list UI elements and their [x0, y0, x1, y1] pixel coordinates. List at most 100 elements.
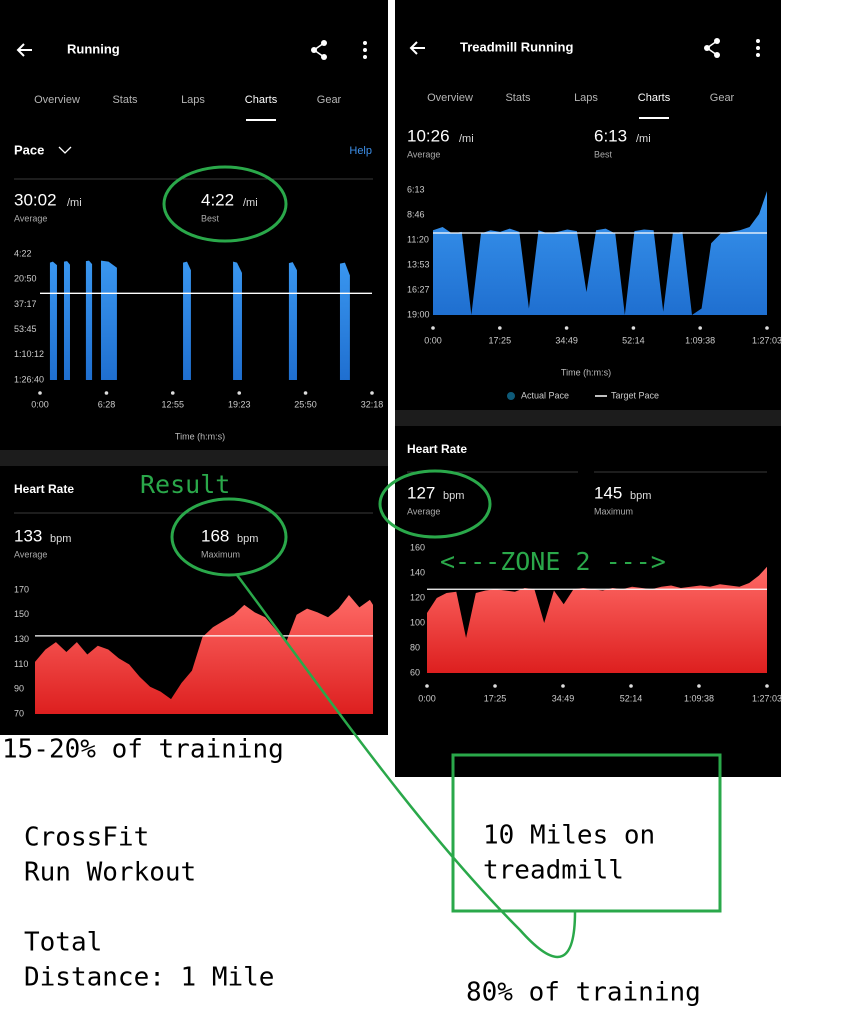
back-icon[interactable]: [16, 43, 32, 57]
tab[interactable]: Laps: [181, 94, 205, 106]
back-icon[interactable]: [409, 41, 425, 55]
legend-label: Actual Pace: [521, 390, 569, 400]
x-tick: [697, 684, 701, 688]
x-tick-label: 0:00: [31, 399, 49, 409]
stat-label: Average: [14, 549, 47, 559]
annotation: <---ZONE 2 --->: [440, 547, 666, 576]
tab[interactable]: Charts: [638, 92, 671, 104]
stat-label: Maximum: [594, 506, 633, 516]
section-title[interactable]: Pace: [14, 142, 44, 157]
x-tick: [38, 391, 42, 395]
stat-value: 4:22: [201, 190, 234, 209]
legend-swatch: [507, 392, 515, 400]
x-tick: [631, 326, 636, 330]
annotation: Result: [140, 470, 230, 499]
x-tick: [698, 326, 702, 330]
x-tick-label: 52:14: [620, 693, 643, 703]
stat-unit: /mi: [459, 133, 474, 145]
x-tick-label: 52:14: [622, 335, 645, 345]
chevron[interactable]: [58, 146, 72, 154]
y-tick-label: 110: [14, 659, 28, 669]
stat-unit: bpm: [443, 490, 464, 502]
stat-unit: /mi: [67, 197, 82, 209]
texts: Running Treadmill Running Overview Stats Lap…: [2, 39, 735, 1007]
stat-unit: /mi: [636, 133, 651, 145]
stat-value: 133: [14, 526, 42, 545]
y-tick-label: 16:27: [407, 284, 430, 294]
help-link[interactable]: Help: [349, 145, 372, 157]
stat-label: Average: [14, 213, 47, 223]
y-tick-label: 160: [410, 542, 425, 552]
x-tick: [564, 326, 569, 330]
tab[interactable]: Gear: [317, 94, 342, 106]
x-tick: [431, 326, 435, 330]
area: [433, 191, 767, 315]
area: [35, 594, 373, 714]
annotation: CrossFit: [24, 823, 149, 853]
stat-label: Average: [407, 506, 440, 516]
x-tick: [425, 684, 429, 688]
y-tick-label: 120: [410, 592, 425, 602]
stat-label: Best: [594, 149, 613, 159]
tab-underline: [246, 117, 669, 121]
section-gap: [395, 410, 781, 426]
x-tick-label: 34:49: [552, 693, 575, 703]
stat-value: 6:13: [594, 126, 627, 145]
y-tick-label: 130: [14, 634, 29, 644]
icon-dots: [311, 38, 760, 60]
y-tick-label: 70: [14, 708, 24, 718]
stat-unit: /mi: [243, 197, 258, 209]
x-tick-label: 25:50: [294, 399, 317, 409]
x-tick: [765, 326, 769, 330]
y-tick-label: 11:20: [407, 234, 429, 244]
x-tick: [498, 326, 502, 330]
x-tick-label: 17:25: [484, 693, 507, 703]
y-tick-label: 4:22: [14, 248, 32, 258]
tab[interactable]: Stats: [505, 92, 531, 104]
section-title: Heart Rate: [14, 482, 74, 496]
y-tick-label: 150: [14, 609, 29, 619]
tab[interactable]: Gear: [710, 92, 735, 104]
annotation: 80% of training: [466, 978, 701, 1008]
x-tick: [765, 684, 769, 688]
x-tick-label: 1:09:38: [685, 335, 715, 345]
x-tick: [170, 391, 175, 395]
x-tick-label: 19:23: [228, 399, 251, 409]
dividers: [14, 178, 767, 514]
tab[interactable]: Overview: [427, 92, 473, 104]
y-tick-label: 13:53: [407, 259, 430, 269]
y-tick-label: 19:00: [407, 309, 430, 319]
section-gap: [0, 450, 388, 466]
x-tick: [303, 391, 308, 395]
annotation-shapes: [162, 165, 722, 959]
tab[interactable]: Laps: [574, 92, 598, 104]
annotation: treadmill: [483, 856, 624, 886]
y-tick-label: 170: [14, 584, 29, 594]
stat-unit: bpm: [50, 533, 71, 545]
y-tick-label: 37:17: [14, 299, 37, 309]
y-tick-label: 1:26:40: [14, 374, 44, 384]
x-tick-label: 32:18: [361, 399, 384, 409]
y-tick-label: 140: [410, 567, 425, 577]
tab[interactable]: Stats: [112, 94, 138, 106]
tab[interactable]: Overview: [34, 94, 80, 106]
charts: 4:22 20:50 37:17 53:45 1:10:12 1:26:40 0:00 6:2…: [14, 184, 782, 718]
legend-label: Target Pace: [611, 390, 659, 400]
x-axis-label: Time (h:m:s): [561, 367, 611, 377]
x-axis-label: Time (h:m:s): [175, 431, 225, 441]
x-tick-label: 0:00: [424, 335, 442, 345]
stat-unit: bpm: [630, 490, 651, 502]
y-tick-label: 90: [14, 684, 24, 694]
annotation: Total: [24, 928, 102, 958]
y-tick-label: 6:13: [407, 184, 425, 194]
x-tick-label: 6:28: [98, 399, 116, 409]
x-tick: [370, 391, 374, 395]
tab[interactable]: Charts: [245, 94, 278, 106]
x-tick: [237, 391, 242, 395]
x-tick-label: 1:27:03: [752, 693, 782, 703]
stat-label: Best: [201, 213, 220, 223]
x-tick-label: 1:09:38: [684, 693, 714, 703]
